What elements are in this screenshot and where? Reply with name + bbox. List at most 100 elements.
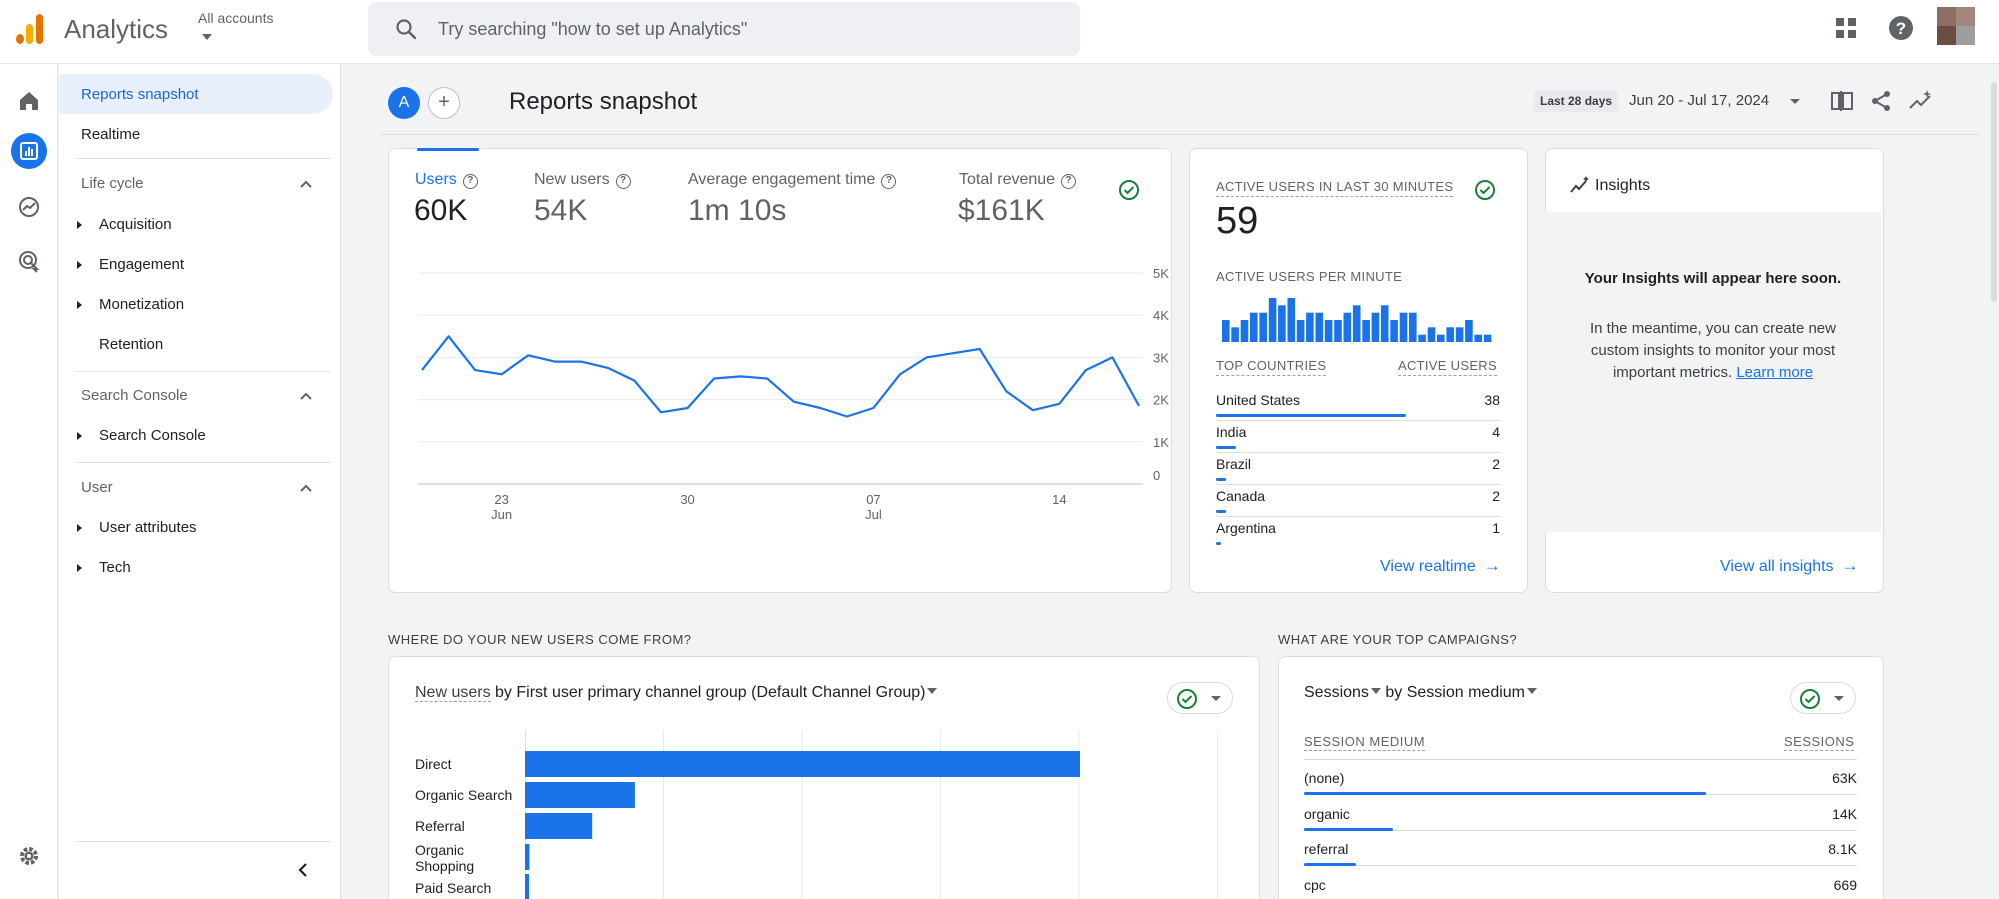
chevron-up-icon[interactable]	[299, 177, 313, 191]
country-row[interactable]: Brazil 2	[1216, 453, 1500, 485]
nav-item-tech[interactable]: Tech	[77, 559, 131, 576]
minute-bar[interactable]	[1483, 334, 1492, 342]
metric-tab-engagement-time[interactable]: Average engagement time?	[688, 171, 897, 189]
minute-bar[interactable]	[1390, 320, 1398, 342]
minute-bar[interactable]	[1380, 305, 1389, 342]
minute-bar[interactable]	[1240, 320, 1249, 342]
search-input[interactable]	[438, 10, 1038, 48]
active-users-header[interactable]: ACTIVE USERS	[1398, 358, 1497, 376]
metric-tab-users[interactable]: Users?	[415, 171, 478, 189]
advertising-icon[interactable]	[11, 243, 47, 279]
campaign-row[interactable]: referral 8.1K	[1304, 831, 1857, 866]
sessions-column-header[interactable]: SESSIONS	[1784, 734, 1855, 751]
analytics-logo-icon[interactable]	[14, 12, 46, 44]
minute-bar[interactable]	[1324, 320, 1333, 342]
channel-bar[interactable]	[525, 751, 1080, 777]
minute-bar[interactable]	[1437, 334, 1445, 342]
view-all-insights-link[interactable]: View all insights →	[1720, 556, 1859, 575]
user-avatar[interactable]	[1937, 7, 1975, 45]
minute-bar[interactable]	[1250, 312, 1258, 342]
minute-bar[interactable]	[1343, 312, 1352, 342]
dropdown-caret-icon[interactable]	[1370, 688, 1381, 694]
minute-bar[interactable]	[1446, 327, 1454, 342]
date-range-picker[interactable]: Jun 20 - Jul 17, 2024	[1629, 92, 1770, 109]
minute-bar[interactable]	[1268, 298, 1277, 342]
top-countries-header[interactable]: TOP COUNTRIES	[1216, 358, 1327, 376]
nav-reports-snapshot[interactable]: Reports snapshot	[59, 74, 333, 114]
help-icon[interactable]: ?	[1887, 14, 1915, 42]
users-series-line[interactable]	[421, 335, 1140, 418]
customize-report-icon[interactable]	[1829, 88, 1855, 114]
help-icon[interactable]: ?	[1061, 174, 1077, 189]
collapse-chevron-left-icon[interactable]	[293, 860, 313, 880]
country-row[interactable]: United States 38	[1216, 389, 1500, 421]
minute-bar[interactable]	[1455, 327, 1464, 342]
realtime-heading[interactable]: ACTIVE USERS IN LAST 30 MINUTES	[1216, 179, 1454, 197]
campaign-row[interactable]: cpc 669	[1304, 867, 1857, 899]
minute-bar[interactable]	[1231, 327, 1239, 342]
comparison-avatar[interactable]: A	[388, 87, 420, 119]
sessions-metric-selector[interactable]: Sessions	[1304, 684, 1369, 701]
minute-bar[interactable]	[1418, 334, 1426, 342]
metric-tab-new-users[interactable]: New users?	[534, 171, 631, 189]
nav-section-search-console[interactable]: Search Console	[81, 387, 188, 404]
learn-more-link[interactable]: Learn more	[1736, 364, 1814, 381]
nav-section-user[interactable]: User	[81, 479, 113, 496]
channel-bar[interactable]	[525, 874, 529, 899]
page-scrollbar[interactable]	[1991, 82, 1997, 302]
minute-bar[interactable]	[1334, 320, 1342, 342]
help-icon[interactable]: ?	[462, 174, 478, 189]
nav-section-life-cycle[interactable]: Life cycle	[81, 175, 144, 192]
minute-bar[interactable]	[1474, 334, 1482, 342]
channel-bar[interactable]	[525, 813, 593, 839]
dimension-selector[interactable]: First user primary channel group (Defaul…	[516, 684, 926, 701]
nav-item-search-console[interactable]: Search Console	[77, 427, 206, 444]
session-medium-column-header[interactable]: SESSION MEDIUM	[1304, 734, 1426, 751]
minute-bar[interactable]	[1222, 320, 1230, 342]
minute-bar[interactable]	[1259, 312, 1267, 342]
nav-realtime[interactable]: Realtime	[81, 126, 141, 143]
channel-bar[interactable]	[525, 782, 635, 808]
country-row[interactable]: Canada 2	[1216, 485, 1500, 517]
dropdown-caret-icon[interactable]	[1527, 688, 1537, 694]
new-users-card-header[interactable]: New users by First user primary channel …	[415, 684, 938, 702]
date-caret-icon[interactable]	[1790, 99, 1800, 104]
nav-item-user-attributes[interactable]: User attributes	[77, 519, 197, 536]
chevron-up-icon[interactable]	[299, 389, 313, 403]
home-icon[interactable]	[11, 83, 47, 119]
search-bar[interactable]	[368, 2, 1080, 56]
minute-bar[interactable]	[1409, 312, 1417, 342]
date-preset-chip[interactable]: Last 28 days	[1534, 90, 1619, 112]
campaigns-card-header[interactable]: Sessions by Session medium	[1304, 684, 1537, 702]
minute-bar[interactable]	[1399, 312, 1408, 342]
minute-bar[interactable]	[1287, 298, 1296, 342]
check-circle-icon[interactable]	[1474, 179, 1496, 201]
insights-sparkle-icon[interactable]	[1908, 88, 1934, 114]
nav-item-engagement[interactable]: Engagement	[77, 256, 184, 273]
campaign-row[interactable]: (none) 63K	[1304, 760, 1857, 795]
account-caret-icon[interactable]	[202, 34, 212, 40]
view-realtime-link[interactable]: View realtime →	[1380, 556, 1501, 575]
minute-bar[interactable]	[1427, 327, 1436, 342]
app-title[interactable]: Analytics	[64, 14, 169, 44]
add-comparison-button[interactable]: +	[428, 87, 460, 119]
country-row[interactable]: Argentina 1	[1216, 517, 1500, 549]
reports-icon[interactable]	[11, 133, 47, 169]
campaign-row[interactable]: organic 14K	[1304, 796, 1857, 831]
apps-grid-icon[interactable]	[1832, 14, 1860, 42]
check-circle-icon[interactable]	[1118, 179, 1140, 201]
nav-item-retention[interactable]: Retention	[99, 336, 164, 353]
metric-selector[interactable]: New users	[415, 684, 491, 702]
metric-tab-total-revenue[interactable]: Total revenue?	[959, 171, 1077, 189]
minute-bar[interactable]	[1315, 312, 1324, 342]
explore-icon[interactable]	[11, 189, 47, 225]
admin-gear-icon[interactable]	[11, 838, 47, 874]
account-selector[interactable]: All accounts	[198, 10, 274, 26]
session-medium-selector[interactable]: by Session medium	[1385, 684, 1525, 701]
help-icon[interactable]: ?	[615, 174, 631, 189]
country-row[interactable]: India 4	[1216, 421, 1500, 453]
share-icon[interactable]	[1868, 88, 1894, 114]
chevron-up-icon[interactable]	[299, 481, 313, 495]
minute-bar[interactable]	[1465, 320, 1473, 342]
channel-bar[interactable]	[525, 844, 530, 870]
